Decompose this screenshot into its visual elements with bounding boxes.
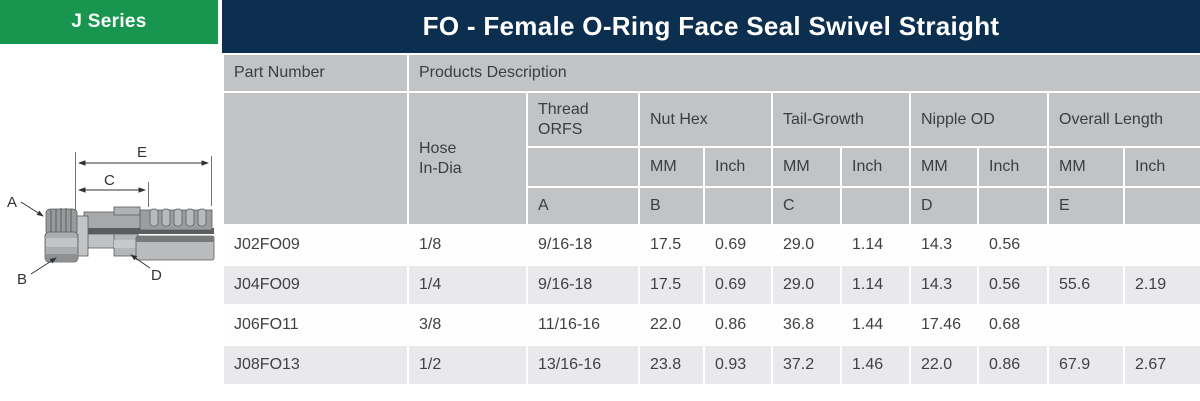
dim-label-b: B: [17, 271, 27, 288]
col-header-oal-mm: MM: [1047, 146, 1125, 188]
cell-nipple-mm: 14.3: [909, 264, 979, 306]
cell-nut-hex-mm: 23.8: [638, 344, 705, 386]
cell-oal-inch: [1123, 304, 1200, 346]
col-header-nipple-inch: Inch: [977, 146, 1049, 188]
col-header-tail-inch: Inch: [840, 146, 911, 188]
col-header-nut-hex-mm: MM: [638, 146, 705, 188]
dim-label-e: E: [137, 144, 147, 161]
cell-oal-inch: 2.67: [1123, 344, 1200, 386]
cell-hose: 3/8: [407, 304, 528, 346]
page-title: FO - Female O-Ring Face Seal Swivel Stra…: [422, 11, 1000, 41]
cell-nut-hex-inch: 0.69: [703, 224, 773, 266]
cell-thread: 11/16-16: [526, 304, 640, 346]
col-header-thread-orfs: Thread ORFS: [526, 91, 640, 148]
letter-header-c-spacer: [840, 186, 911, 226]
cell-nipple-inch: 0.86: [977, 344, 1049, 386]
cell-hose: 1/8: [407, 224, 528, 266]
cell-nut-hex-mm: 17.5: [638, 264, 705, 306]
cell-nipple-inch: 0.68: [977, 304, 1049, 346]
thread-label-line1: Thread: [538, 100, 589, 118]
col-header-thread-spacer: [526, 146, 640, 188]
cell-oal-inch: [1123, 224, 1200, 266]
cell-nipple-mm: 17.46: [909, 304, 979, 346]
col-header-part-number-spacer: [222, 91, 409, 226]
cell-tail-mm: 29.0: [771, 264, 842, 306]
cell-nipple-mm: 22.0: [909, 344, 979, 386]
cell-part: J02FO09: [222, 224, 409, 266]
hose-label-line1: Hose: [419, 139, 457, 157]
cell-tail-mm: 29.0: [771, 224, 842, 266]
cell-nipple-mm: 14.3: [909, 224, 979, 266]
cell-oal-mm: 67.9: [1047, 344, 1125, 386]
table-row: J06FO11 3/8 11/16-16 22.0 0.86 36.8 1.44 17.46 0…: [222, 304, 1200, 346]
hose-label-line2: In-Dia: [419, 159, 462, 177]
cell-tail-inch: 1.44: [840, 304, 911, 346]
leader-line-a: [20, 201, 44, 217]
letter-header-c: C: [771, 186, 842, 226]
cell-tail-inch: 1.14: [840, 224, 911, 266]
cell-hose: 1/2: [407, 344, 528, 386]
cell-tail-inch: 1.14: [840, 264, 911, 306]
letter-header-d-spacer: [977, 186, 1049, 226]
cell-hose: 1/4: [407, 264, 528, 306]
spec-table: Part Number Products Description Hose In…: [222, 53, 1200, 386]
table-body: J02FO09 1/8 9/16-18 17.5 0.69 29.0 1.14 14.3 0.5…: [222, 224, 1200, 386]
left-panel: J Series E C: [0, 0, 222, 401]
letter-header-b: B: [638, 186, 705, 226]
cell-tail-mm: 36.8: [771, 304, 842, 346]
cell-oal-inch: 2.19: [1123, 264, 1200, 306]
col-header-hose-in-dia: Hose In-Dia: [407, 91, 528, 226]
cell-oal-mm: [1047, 224, 1125, 266]
cell-tail-mm: 37.2: [771, 344, 842, 386]
dim-label-c: C: [104, 172, 115, 189]
col-header-part-number: Part Number: [222, 53, 409, 93]
letter-header-e-spacer: [1123, 186, 1200, 226]
cell-nipple-inch: 0.56: [977, 224, 1049, 266]
cell-nipple-inch: 0.56: [977, 264, 1049, 306]
fitting-diagram: E C: [7, 144, 215, 288]
table-row: J08FO13 1/2 13/16-16 23.8 0.93 37.2 1.46 22.0 0.…: [222, 344, 1200, 386]
table-row: J04FO09 1/4 9/16-18 17.5 0.69 29.0 1.14 14.3 0.5…: [222, 264, 1200, 306]
cell-thread: 9/16-18: [526, 264, 640, 306]
table-row: J02FO09 1/8 9/16-18 17.5 0.69 29.0 1.14 14.3 0.5…: [222, 224, 1200, 266]
col-header-nut-hex-inch: Inch: [703, 146, 773, 188]
dim-label-a: A: [7, 194, 17, 211]
cell-thread: 13/16-16: [526, 344, 640, 386]
cell-nut-hex-mm: 22.0: [638, 304, 705, 346]
letter-header-d: D: [909, 186, 979, 226]
group-header-overall-length: Overall Length: [1047, 91, 1200, 148]
col-header-nipple-mm: MM: [909, 146, 979, 188]
leader-line-d: [130, 254, 151, 269]
cell-nut-hex-inch: 0.69: [703, 264, 773, 306]
leader-line-b: [30, 257, 57, 275]
cell-oal-mm: 55.6: [1047, 264, 1125, 306]
title-bar: FO - Female O-Ring Face Seal Swivel Stra…: [222, 0, 1200, 53]
main-panel: FO - Female O-Ring Face Seal Swivel Stra…: [222, 0, 1200, 386]
cell-part: J06FO11: [222, 304, 409, 346]
cell-nut-hex-inch: 0.86: [703, 304, 773, 346]
group-header-nut-hex: Nut Hex: [638, 91, 773, 148]
col-header-tail-mm: MM: [771, 146, 842, 188]
letter-header-a: A: [526, 186, 640, 226]
letter-header-b-spacer: [703, 186, 773, 226]
group-header-tail-growth: Tail-Growth: [771, 91, 911, 148]
cell-part: J08FO13: [222, 344, 409, 386]
series-badge: J Series: [0, 0, 218, 44]
letter-header-e: E: [1047, 186, 1125, 226]
cell-nut-hex-inch: 0.93: [703, 344, 773, 386]
group-header-nipple-od: Nipple OD: [909, 91, 1049, 148]
thread-label-line2: ORFS: [538, 120, 583, 138]
cell-part: J04FO09: [222, 264, 409, 306]
cell-thread: 9/16-18: [526, 224, 640, 266]
cell-nut-hex-mm: 17.5: [638, 224, 705, 266]
fitting-drawing: [44, 206, 215, 263]
cell-oal-mm: [1047, 304, 1125, 346]
dim-label-d: D: [151, 267, 162, 284]
col-header-oal-inch: Inch: [1123, 146, 1200, 188]
col-header-products-description: Products Description: [407, 53, 1200, 93]
cell-tail-inch: 1.46: [840, 344, 911, 386]
series-badge-label: J Series: [71, 11, 147, 32]
